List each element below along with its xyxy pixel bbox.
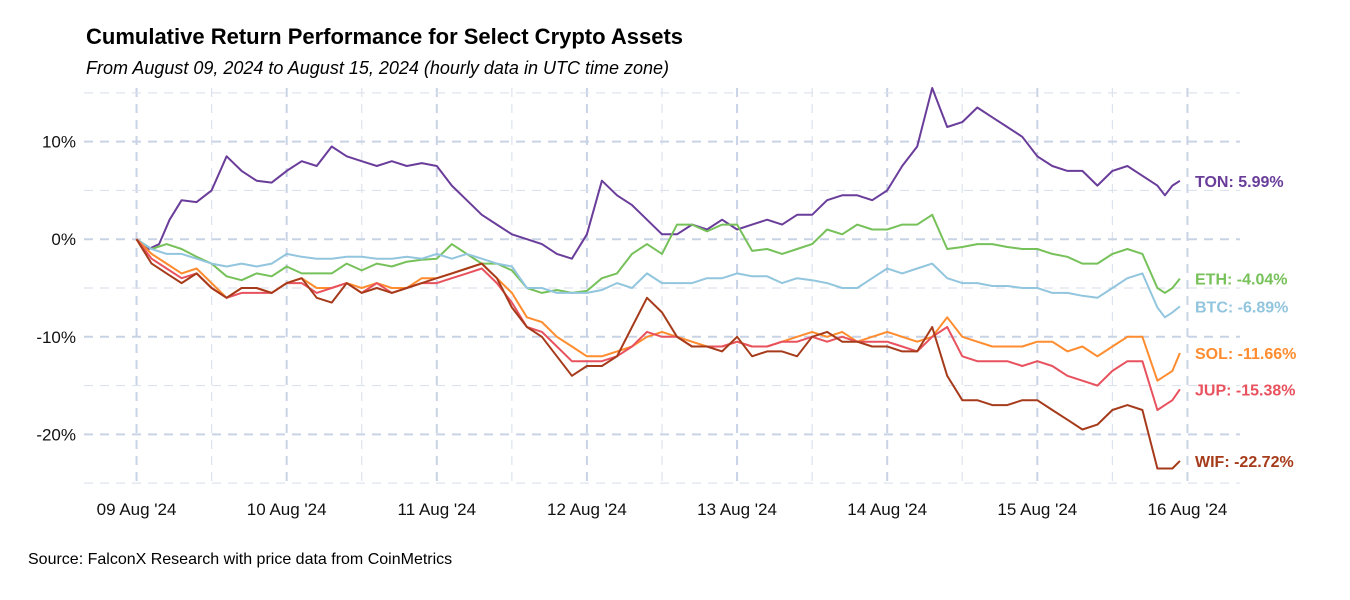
x-tick-label: 16 Aug '24	[1148, 500, 1228, 519]
series-line-jup	[135, 238, 1181, 411]
series-line-wif	[135, 238, 1181, 470]
x-tick-label: 10 Aug '24	[247, 500, 327, 519]
end-label-ton: TON: 5.99%	[1195, 174, 1284, 191]
x-tick-label: 13 Aug '24	[697, 500, 777, 519]
axis-tick-labels: 09 Aug '24 10 Aug '24 11 Aug '24 12 Aug '24…	[36, 133, 1227, 519]
end-label-eth: ETH: -4.04%	[1195, 272, 1287, 289]
y-tick-label: -20%	[36, 425, 76, 444]
x-tick-label: 09 Aug '24	[97, 500, 177, 519]
x-tick-label: 12 Aug '24	[547, 500, 627, 519]
chart-title: Cumulative Return Performance for Select…	[86, 24, 684, 49]
y-tick-label: 10%	[42, 133, 76, 152]
series-lines	[135, 87, 1181, 470]
x-tick-label: 11 Aug '24	[398, 500, 477, 519]
series-line-eth	[135, 213, 1181, 294]
x-tick-label: 15 Aug '24	[997, 500, 1077, 519]
series-end-labels: TON: 5.99% ETH: -4.04% BTC: -6.89% SOL: -11…	[1195, 174, 1296, 471]
end-label-wif: WIF: -22.72%	[1195, 454, 1294, 471]
end-label-btc: BTC: -6.89%	[1195, 299, 1288, 316]
source-caption: Source: FalconX Research with price data…	[28, 551, 453, 568]
y-tick-label: -10%	[36, 328, 76, 347]
end-label-jup: JUP: -15.38%	[1195, 382, 1296, 399]
series-line-btc	[135, 238, 1181, 319]
end-label-sol: SOL: -11.66%	[1195, 346, 1296, 363]
x-tick-label: 14 Aug '24	[847, 500, 927, 519]
y-tick-label: 0%	[51, 230, 76, 249]
series-line-ton	[135, 87, 1181, 260]
chart-subtitle: From August 09, 2024 to August 15, 2024 …	[86, 58, 669, 78]
series-line-sol	[135, 238, 1181, 382]
